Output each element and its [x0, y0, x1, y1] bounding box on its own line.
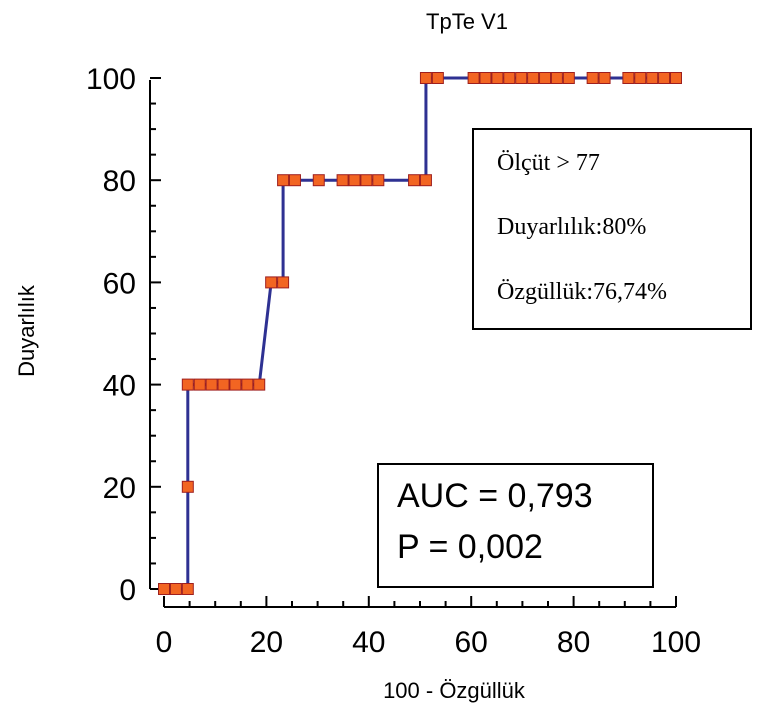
y-axis-label: Duyarlılık: [14, 284, 39, 377]
roc-point-marker: [277, 276, 290, 289]
specificity-text: Özgüllük:76,74%: [497, 279, 667, 305]
chart-title: TpTe V1: [426, 9, 508, 34]
y-tick-label: 60: [103, 267, 136, 300]
roc-point-marker: [348, 174, 361, 187]
y-tick-label: 100: [86, 63, 136, 96]
roc-point-marker: [467, 72, 480, 84]
roc-point-marker: [205, 378, 218, 391]
roc-point-marker: [288, 174, 301, 187]
x-tick-label: 40: [352, 626, 385, 659]
roc-point-marker: [158, 583, 170, 595]
auc-text: AUC = 0,793: [397, 477, 593, 515]
ticks-layer: 0 20 40 60 80 100 0 20 40 60 80 100: [86, 63, 701, 659]
roc-point-marker: [241, 378, 254, 391]
roc-point-marker: [181, 583, 194, 595]
stats-box: AUC = 0,793 P = 0,002: [377, 463, 654, 588]
p-value-text: P = 0,002: [397, 528, 543, 566]
y-tick-label: 80: [103, 165, 136, 198]
roc-point-marker: [193, 378, 206, 391]
criterion-box-border: [472, 128, 752, 330]
roc-point-marker: [539, 72, 552, 84]
roc-point-marker: [217, 378, 230, 391]
roc-point-marker: [265, 276, 278, 289]
roc-point-marker: [515, 72, 528, 84]
roc-point-marker: [670, 72, 682, 84]
x-tick-label: 0: [156, 626, 173, 659]
roc-point-marker: [550, 72, 563, 84]
roc-point-marker: [229, 378, 242, 391]
roc-point-marker: [634, 72, 647, 84]
roc-point-marker: [408, 174, 421, 187]
roc-point-marker: [181, 378, 194, 391]
x-tick-label: 20: [250, 626, 283, 659]
x-tick-label: 60: [455, 626, 488, 659]
roc-point-marker: [431, 72, 444, 84]
roc-point-marker: [360, 174, 373, 187]
roc-point-marker: [479, 72, 492, 84]
roc-point-marker: [646, 72, 659, 84]
roc-point-marker: [419, 72, 432, 84]
roc-point-marker: [169, 583, 182, 595]
roc-point-marker: [658, 72, 671, 84]
x-axis-label: 100 - Özgüllük: [383, 678, 526, 703]
criterion-box: Ölçüt > 77 Duyarlılık:80% Özgüllük:76,74…: [472, 128, 752, 330]
roc-point-marker: [312, 174, 325, 187]
y-tick-label: 40: [103, 370, 136, 403]
y-tick-label: 0: [119, 574, 136, 607]
criterion-text: Ölçüt > 77: [497, 150, 600, 176]
plot-layer: [158, 72, 682, 595]
roc-point-marker: [586, 72, 599, 84]
roc-point-marker: [336, 174, 349, 187]
roc-point-marker: [253, 378, 266, 391]
roc-point-marker: [419, 174, 432, 187]
x-tick-label: 100: [651, 626, 701, 659]
y-tick-label: 20: [103, 472, 136, 505]
roc-point-marker: [372, 174, 385, 187]
x-tick-label: 80: [557, 626, 590, 659]
roc-point-marker: [503, 72, 516, 84]
roc-point-marker: [562, 72, 575, 84]
roc-point-marker: [622, 72, 635, 84]
roc-point-marker: [527, 72, 540, 84]
roc-point-marker: [277, 174, 290, 187]
roc-point-marker: [181, 480, 194, 493]
roc-point-marker: [598, 72, 611, 84]
roc-point-marker: [491, 72, 504, 84]
sensitivity-text: Duyarlılık:80%: [497, 214, 646, 240]
stats-box-border: [377, 463, 654, 588]
